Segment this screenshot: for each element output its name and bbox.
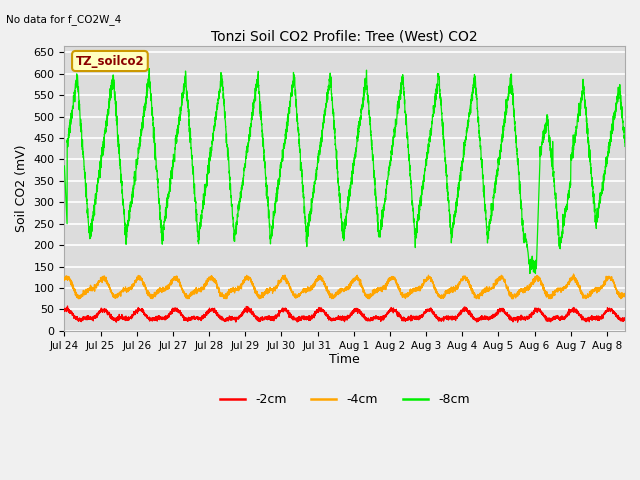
Title: Tonzi Soil CO2 Profile: Tree (West) CO2: Tonzi Soil CO2 Profile: Tree (West) CO2	[211, 29, 478, 43]
Y-axis label: Soil CO2 (mV): Soil CO2 (mV)	[15, 144, 28, 232]
Legend: -2cm, -4cm, -8cm: -2cm, -4cm, -8cm	[215, 388, 474, 411]
Text: TZ_soilco2: TZ_soilco2	[76, 55, 144, 68]
X-axis label: Time: Time	[330, 353, 360, 366]
Text: No data for f_CO2W_4: No data for f_CO2W_4	[6, 14, 122, 25]
